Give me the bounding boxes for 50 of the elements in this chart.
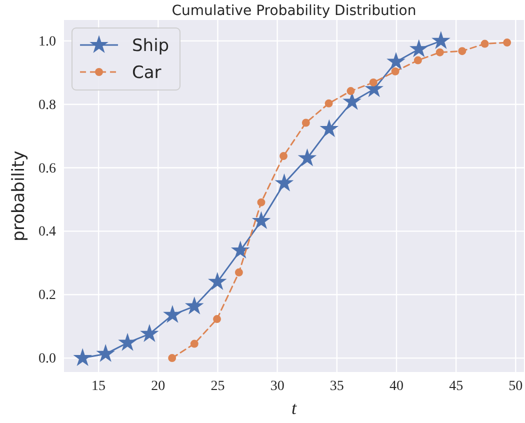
point [257,198,266,206]
y-tick-label: 0.0 [38,352,56,367]
point [409,39,428,58]
point [414,56,422,64]
legend-label: Ship [132,36,170,56]
y-tick-label: 0.8 [38,98,56,113]
x-tick-label: 40 [389,378,404,394]
point [280,152,288,160]
x-tick-label: 30 [270,378,284,394]
point [503,38,512,46]
point [230,240,250,259]
y-axis-title: probability [9,150,29,242]
point [140,324,159,342]
x-tick-label: 45 [449,378,464,394]
point [234,268,243,276]
chart-title: Cumulative Probability Distribution [172,3,416,19]
y-tick-label: 0.6 [38,161,56,176]
x-tick-label: 15 [92,378,106,394]
point [436,48,444,56]
y-tick-label: 1.0 [38,34,56,50]
point [346,87,355,96]
point [168,354,176,362]
x-tick-label: 50 [508,378,523,394]
point [213,315,222,324]
y-tick-label: 0.2 [38,288,56,304]
point [252,211,271,230]
point [432,31,450,49]
point [208,272,227,290]
point [386,52,406,70]
point [324,99,333,108]
point [458,47,466,56]
legend-label: Car [132,63,162,83]
point [302,118,310,127]
x-axis-title: t [291,398,298,418]
point [480,40,489,48]
point [391,67,400,76]
x-tick-label: 20 [151,378,166,394]
point [298,148,317,166]
x-tick-label: 35 [330,378,344,394]
point [163,305,182,323]
point [369,78,378,86]
point [73,348,92,366]
point [190,340,198,348]
point [274,173,294,192]
point [96,344,116,362]
point [118,332,137,351]
y-tick-label: 0.4 [38,224,56,240]
point [320,119,339,138]
x-tick-label: 25 [210,378,225,394]
point [184,296,204,314]
